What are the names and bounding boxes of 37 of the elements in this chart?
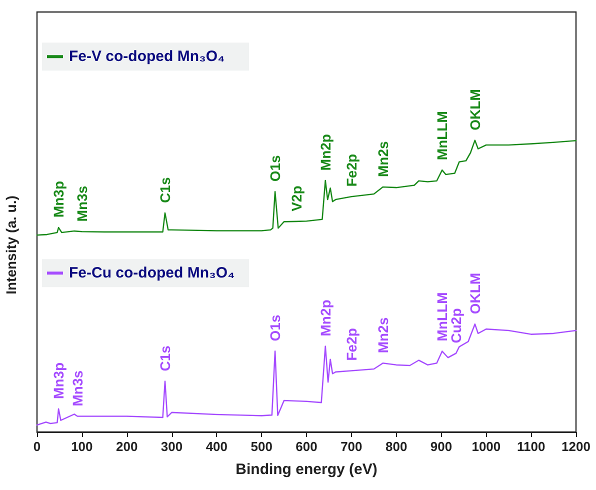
x-tick-label: 800	[385, 439, 408, 454]
x-axis-title: Binding energy (eV)	[236, 461, 378, 478]
annotation: Mn2p	[317, 300, 334, 336]
legend-label: Fe-V co-doped Mn₃O₄	[69, 48, 225, 66]
annotation: Fe2p	[343, 154, 360, 187]
x-tick-label: 500	[250, 439, 272, 454]
annotation: Mn3p	[50, 180, 67, 218]
annotation: Mn3s	[74, 186, 90, 222]
x-tick-label: 1100	[516, 439, 546, 454]
annotation: MnLLM	[434, 111, 450, 160]
annotation: O1s	[267, 154, 284, 182]
x-tick-label: 300	[160, 439, 183, 454]
x-tick-label: 900	[430, 439, 452, 454]
x-tick-label: 400	[206, 439, 228, 454]
annotation: Mn3p	[50, 362, 67, 399]
x-tick-label: 1000	[472, 439, 501, 454]
annotation: Cu2p	[448, 308, 464, 344]
annotation: Fe2p	[343, 328, 360, 361]
annotation: Mn2s	[374, 317, 391, 354]
x-tick-label: 1200	[562, 439, 590, 454]
annotation: OKLM	[466, 272, 483, 314]
x-tick-label: 200	[116, 439, 138, 454]
annotation: C1s	[157, 345, 174, 372]
legend-label: Fe-Cu co-doped Mn₃O₄	[69, 264, 235, 282]
y-axis-title: Intensity (a. u.)	[3, 196, 19, 294]
x-tick-label: 0	[33, 439, 41, 454]
x-tick-label: 700	[340, 439, 362, 454]
x-tick-label: 600	[296, 439, 318, 454]
annotation: Mn3s	[69, 370, 86, 406]
annotation: MnLLM	[434, 292, 450, 342]
annotation: C1s	[157, 177, 174, 203]
annotation: OKLM	[466, 89, 483, 130]
x-tick-label: 100	[71, 439, 93, 454]
annotation: Mn2s	[374, 141, 391, 177]
annotation: O1s	[267, 314, 284, 342]
annotation: Mn2p	[317, 134, 334, 171]
annotation: V2p	[288, 186, 305, 212]
